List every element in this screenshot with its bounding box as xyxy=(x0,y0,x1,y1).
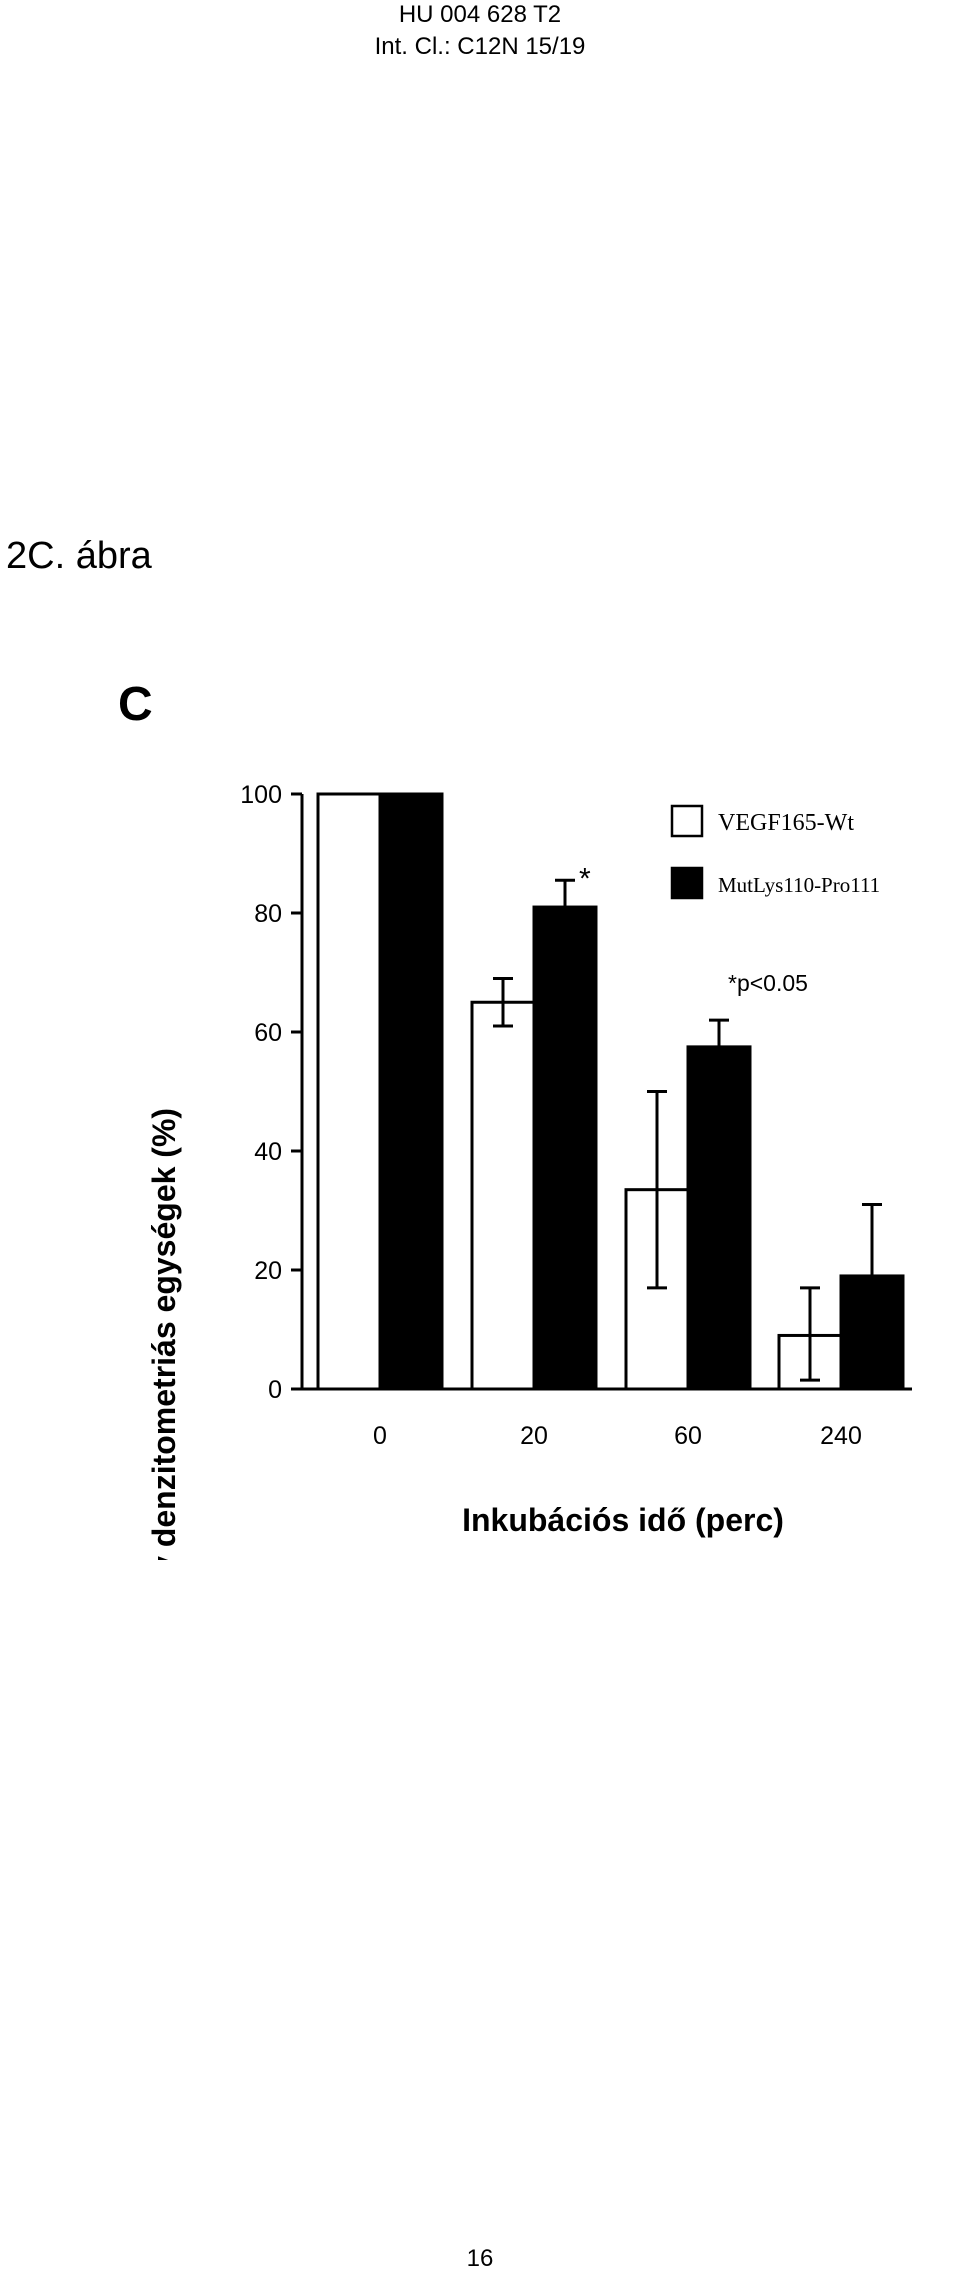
bar-chart: C Relatív denzitometriás egységek (%) 0 2… xyxy=(118,678,912,1560)
x-tick-label: 0 xyxy=(373,1422,387,1450)
significance-star: * xyxy=(579,862,591,895)
x-axis-title: Inkubációs idő (perc) xyxy=(462,1502,784,1538)
y-tick-label: 100 xyxy=(240,781,282,809)
bar-mut xyxy=(378,792,444,1391)
legend-label: VEGF165-Wt xyxy=(718,810,854,836)
panel-letter: C xyxy=(118,678,153,731)
y-tick-label: 0 xyxy=(268,1376,282,1404)
y-axis-title: Relatív denzitometriás egységek (%) xyxy=(146,1108,182,1560)
bar-mut xyxy=(532,905,598,1391)
x-tick-label: 240 xyxy=(820,1422,862,1450)
bar-mut xyxy=(839,1274,905,1391)
bar-mut xyxy=(686,1045,752,1391)
legend-swatch xyxy=(670,866,704,900)
figure-label: 2C. ábra xyxy=(6,535,152,577)
x-tick-label: 60 xyxy=(674,1422,702,1450)
bar-wt xyxy=(470,1000,536,1391)
y-tick-label: 60 xyxy=(254,1019,282,1047)
y-tick-label: 80 xyxy=(254,900,282,928)
page-number: 16 xyxy=(466,2245,494,2272)
legend-label: MutLys110-Pro111 xyxy=(718,873,880,897)
y-tick-label: 40 xyxy=(254,1138,282,1166)
y-tick-label: 20 xyxy=(254,1257,282,1285)
significance-note: *p<0.05 xyxy=(728,970,808,996)
x-tick-label: 20 xyxy=(520,1422,548,1450)
document-code: HU 004 628 T2 xyxy=(398,1,562,28)
bar-wt xyxy=(316,792,382,1391)
legend-swatch xyxy=(670,804,704,838)
classification-code: Int. Cl.: C12N 15/19 xyxy=(374,33,586,60)
